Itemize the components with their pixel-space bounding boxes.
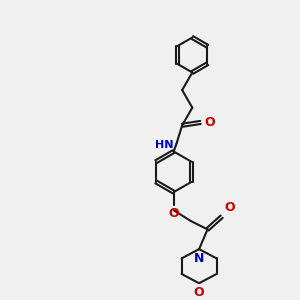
Text: HN: HN — [155, 140, 174, 150]
Text: N: N — [194, 252, 204, 265]
Text: O: O — [204, 116, 214, 129]
Text: O: O — [168, 207, 179, 220]
Text: O: O — [224, 201, 235, 214]
Text: O: O — [194, 286, 204, 299]
